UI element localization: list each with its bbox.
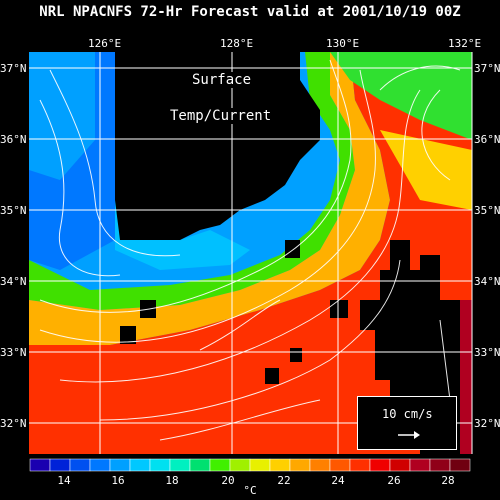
colorbar-tick-label: 28 (441, 474, 454, 487)
colorbar-swatch (369, 458, 391, 472)
island (265, 368, 279, 384)
colorbar-swatch (169, 458, 191, 472)
lat-label: 37°N (474, 62, 500, 75)
colorbar-swatch (189, 458, 211, 472)
colorbar-swatch (289, 458, 311, 472)
lat-labels: 37°N 36°N 35°N 34°N 33°N 32°N 37°N 36°N … (0, 62, 500, 430)
colorbar-tick-label: 24 (331, 474, 345, 487)
colorbar-tick-label: 18 (165, 474, 178, 487)
island (290, 348, 302, 362)
colorbar-swatch (449, 458, 471, 472)
colorbar-swatch (329, 458, 351, 472)
colorbar-swatch (209, 458, 231, 472)
lat-label: 35°N (0, 204, 27, 217)
colorbar-ticks: 14 16 18 20 22 24 26 28 °C (57, 474, 454, 497)
colorbar-swatch (229, 458, 251, 472)
colorbar-swatch (249, 458, 271, 472)
colorbar-swatch (129, 458, 151, 472)
map-label-surface: Surface (190, 72, 254, 88)
lon-labels: 126°E 128°E 130°E 132°E (88, 37, 481, 50)
colorbar-unit: °C (243, 484, 256, 497)
lat-label: 32°N (474, 417, 500, 430)
colorbar-tick-label: 26 (387, 474, 400, 487)
lon-label: 132°E (448, 37, 481, 50)
colorbar-swatch (109, 458, 131, 472)
lat-label: 36°N (474, 133, 500, 146)
colorbar-swatch (309, 458, 331, 472)
island (120, 326, 136, 344)
korea-landmass (115, 52, 320, 240)
lat-label: 35°N (474, 204, 500, 217)
island (420, 255, 440, 270)
lon-label: 128°E (220, 37, 253, 50)
colorbar-swatch (89, 458, 111, 472)
colorbar-swatch (69, 458, 91, 472)
map-title: NRL NPACNFS 72-Hr Forecast valid at 2001… (39, 4, 461, 20)
island (330, 300, 348, 318)
current-scale-legend: 10 cm/s (357, 396, 457, 450)
current-streamlines (39, 59, 461, 441)
scale-label: 10 cm/s (382, 407, 433, 421)
lat-label: 34°N (0, 275, 27, 288)
colorbar-swatch (49, 458, 71, 472)
lon-label: 126°E (88, 37, 121, 50)
colorbar-tick-label: 20 (221, 474, 234, 487)
colorbar-swatch (269, 458, 291, 472)
lat-label: 37°N (0, 62, 27, 75)
lat-label: 32°N (0, 417, 27, 430)
scale-arrow-icon (398, 431, 420, 439)
colorbar-tick-label: 14 (57, 474, 71, 487)
colorbar-tick-label: 16 (111, 474, 124, 487)
colorbar (29, 458, 471, 472)
lat-label: 33°N (474, 346, 500, 359)
lat-label: 34°N (474, 275, 500, 288)
colorbar-swatch (349, 458, 371, 472)
colorbar-swatch (409, 458, 431, 472)
colorbar-swatch (149, 458, 171, 472)
colorbar-swatch (429, 458, 451, 472)
colorbar-tick-label: 22 (277, 474, 290, 487)
lat-label: 36°N (0, 133, 27, 146)
island (285, 240, 300, 258)
lat-label: 33°N (0, 346, 27, 359)
map-label-temp-current: Temp/Current (168, 108, 274, 124)
colorbar-swatch (29, 458, 51, 472)
lon-label: 130°E (326, 37, 359, 50)
colorbar-swatch (389, 458, 411, 472)
